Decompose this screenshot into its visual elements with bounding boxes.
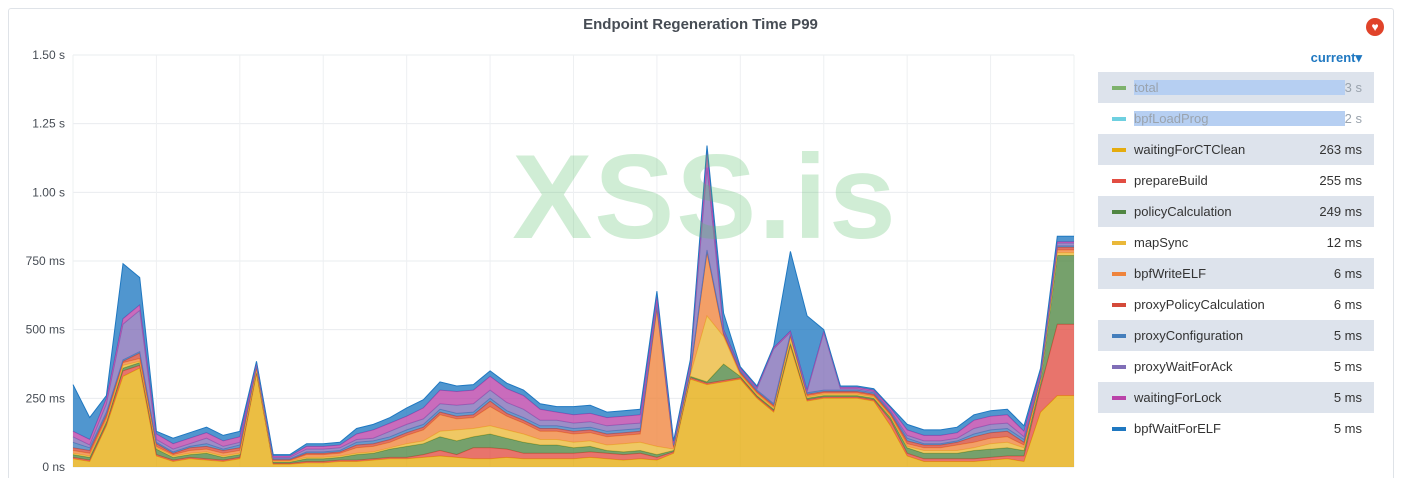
- legend-swatch: [1112, 178, 1126, 183]
- legend-item-waitingForLock[interactable]: waitingForLock 5 ms: [1098, 382, 1374, 413]
- legend-swatch: [1112, 209, 1126, 214]
- legend-swatch: [1112, 116, 1126, 121]
- area-waitingForCTClean[interactable]: [73, 346, 1074, 467]
- legend-swatch: [1112, 302, 1126, 307]
- legend-item-value: 5 ms: [1333, 328, 1362, 343]
- area-waitingForLock[interactable]: [73, 151, 1074, 458]
- y-tick-label: 0 ns: [42, 460, 65, 474]
- legend-item-value: 255 ms: [1319, 173, 1362, 188]
- legend-item-value: 5 ms: [1333, 421, 1362, 436]
- legend-item-proxyPolicyCalculation[interactable]: proxyPolicyCalculation 6 ms: [1098, 289, 1374, 320]
- legend-item-name: bpfLoadProg: [1134, 111, 1345, 126]
- legend-item-value: 2 s: [1344, 111, 1362, 126]
- watermark-text: XSS.is: [512, 130, 898, 264]
- legend-swatch: [1112, 364, 1126, 369]
- legend-item-value: 6 ms: [1333, 297, 1362, 312]
- y-tick-label: 1.00 s: [32, 185, 65, 199]
- legend: current▾ total 3 s bpfLoadProg 2 s waitingFo…: [1098, 50, 1374, 444]
- legend-item-name: mapSync: [1134, 235, 1189, 250]
- legend-item-name: proxyConfiguration: [1134, 328, 1244, 343]
- legend-swatch: [1112, 333, 1126, 338]
- legend-swatch: [1112, 426, 1126, 431]
- y-tick-label: 1.25 s: [32, 117, 65, 131]
- legend-swatch: [1112, 395, 1126, 400]
- legend-item-value: 5 ms: [1333, 359, 1362, 374]
- legend-item-name: waitingForCTClean: [1134, 142, 1246, 157]
- legend-item-mapSync[interactable]: mapSync 12 ms: [1098, 227, 1374, 258]
- legend-item-value: 263 ms: [1319, 142, 1362, 157]
- alert-heart-icon[interactable]: ♥: [1366, 18, 1384, 36]
- y-tick-label: 1.50 s: [32, 48, 65, 62]
- area-proxyPolicyCalculation[interactable]: [73, 247, 1074, 461]
- legend-item-value: 249 ms: [1319, 204, 1362, 219]
- legend-swatch: [1112, 147, 1126, 152]
- y-tick-label: 250 ms: [26, 391, 65, 405]
- legend-item-value: 3 s: [1344, 80, 1362, 95]
- legend-item-total[interactable]: total 3 s: [1098, 72, 1374, 103]
- legend-item-name: policyCalculation: [1134, 204, 1232, 219]
- legend-swatch: [1112, 240, 1126, 245]
- stacked-area-chart[interactable]: 0 ns 250 ms 500 ms 750 ms 1.00 s 1.25 s 1.50 s: [0, 0, 1090, 478]
- legend-item-name: total: [1134, 80, 1345, 95]
- y-tick-label: 750 ms: [26, 254, 65, 268]
- legend-item-waitingForCTClean[interactable]: waitingForCTClean 263 ms: [1098, 134, 1374, 165]
- legend-item-prepareBuild[interactable]: prepareBuild 255 ms: [1098, 165, 1374, 196]
- panel-title[interactable]: Endpoint Regeneration Time P99: [583, 16, 818, 33]
- legend-item-name: proxyPolicyCalculation: [1134, 297, 1265, 312]
- legend-item-bpfLoadProg[interactable]: bpfLoadProg 2 s: [1098, 103, 1374, 134]
- legend-swatch: [1112, 271, 1126, 276]
- line-bpfWaitForELF: [72, 145, 1074, 456]
- legend-item-policyCalculation[interactable]: policyCalculation 249 ms: [1098, 196, 1374, 227]
- y-tick-label: 500 ms: [26, 323, 65, 337]
- legend-item-name: bpfWriteELF: [1134, 266, 1207, 281]
- legend-item-proxyConfiguration[interactable]: proxyConfiguration 5 ms: [1098, 320, 1374, 351]
- legend-sort-current[interactable]: current▾: [1310, 50, 1362, 65]
- legend-item-value: 5 ms: [1333, 390, 1362, 405]
- legend-swatch: [1112, 85, 1126, 90]
- legend-item-value: 12 ms: [1326, 235, 1362, 250]
- legend-item-value: 6 ms: [1333, 266, 1362, 281]
- legend-item-name: prepareBuild: [1134, 173, 1208, 188]
- legend-item-proxyWaitForAck[interactable]: proxyWaitForAck 5 ms: [1098, 351, 1374, 382]
- legend-item-name: bpfWaitForELF: [1134, 421, 1221, 436]
- legend-item-name: proxyWaitForAck: [1134, 359, 1233, 374]
- legend-item-bpfWaitForELF[interactable]: bpfWaitForELF 5 ms: [1098, 413, 1374, 444]
- area-proxyWaitForAck[interactable]: [73, 167, 1074, 459]
- legend-item-name: waitingForLock: [1134, 390, 1222, 405]
- legend-item-bpfWriteELF[interactable]: bpfWriteELF 6 ms: [1098, 258, 1374, 289]
